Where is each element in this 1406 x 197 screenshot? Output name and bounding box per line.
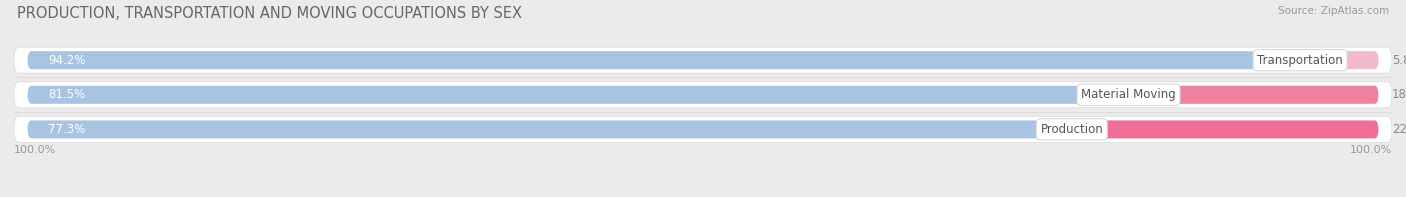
FancyBboxPatch shape [14,82,1392,108]
Text: 100.0%: 100.0% [1350,145,1392,155]
Text: 77.3%: 77.3% [48,123,86,136]
Text: Material Moving: Material Moving [1081,88,1175,101]
Text: 94.2%: 94.2% [48,54,86,67]
Text: Source: ZipAtlas.com: Source: ZipAtlas.com [1278,6,1389,16]
FancyBboxPatch shape [1129,86,1378,104]
Text: 81.5%: 81.5% [48,88,84,101]
Text: 5.8%: 5.8% [1392,54,1406,67]
FancyBboxPatch shape [1301,51,1378,69]
FancyBboxPatch shape [1071,120,1378,138]
FancyBboxPatch shape [28,120,1071,138]
Text: Transportation: Transportation [1257,54,1343,67]
FancyBboxPatch shape [28,86,1129,104]
Text: 22.7%: 22.7% [1392,123,1406,136]
FancyBboxPatch shape [14,116,1392,142]
Text: 18.5%: 18.5% [1392,88,1406,101]
Text: 100.0%: 100.0% [14,145,56,155]
FancyBboxPatch shape [28,51,1301,69]
Text: Production: Production [1040,123,1104,136]
FancyBboxPatch shape [14,47,1392,73]
Text: PRODUCTION, TRANSPORTATION AND MOVING OCCUPATIONS BY SEX: PRODUCTION, TRANSPORTATION AND MOVING OC… [17,6,522,21]
